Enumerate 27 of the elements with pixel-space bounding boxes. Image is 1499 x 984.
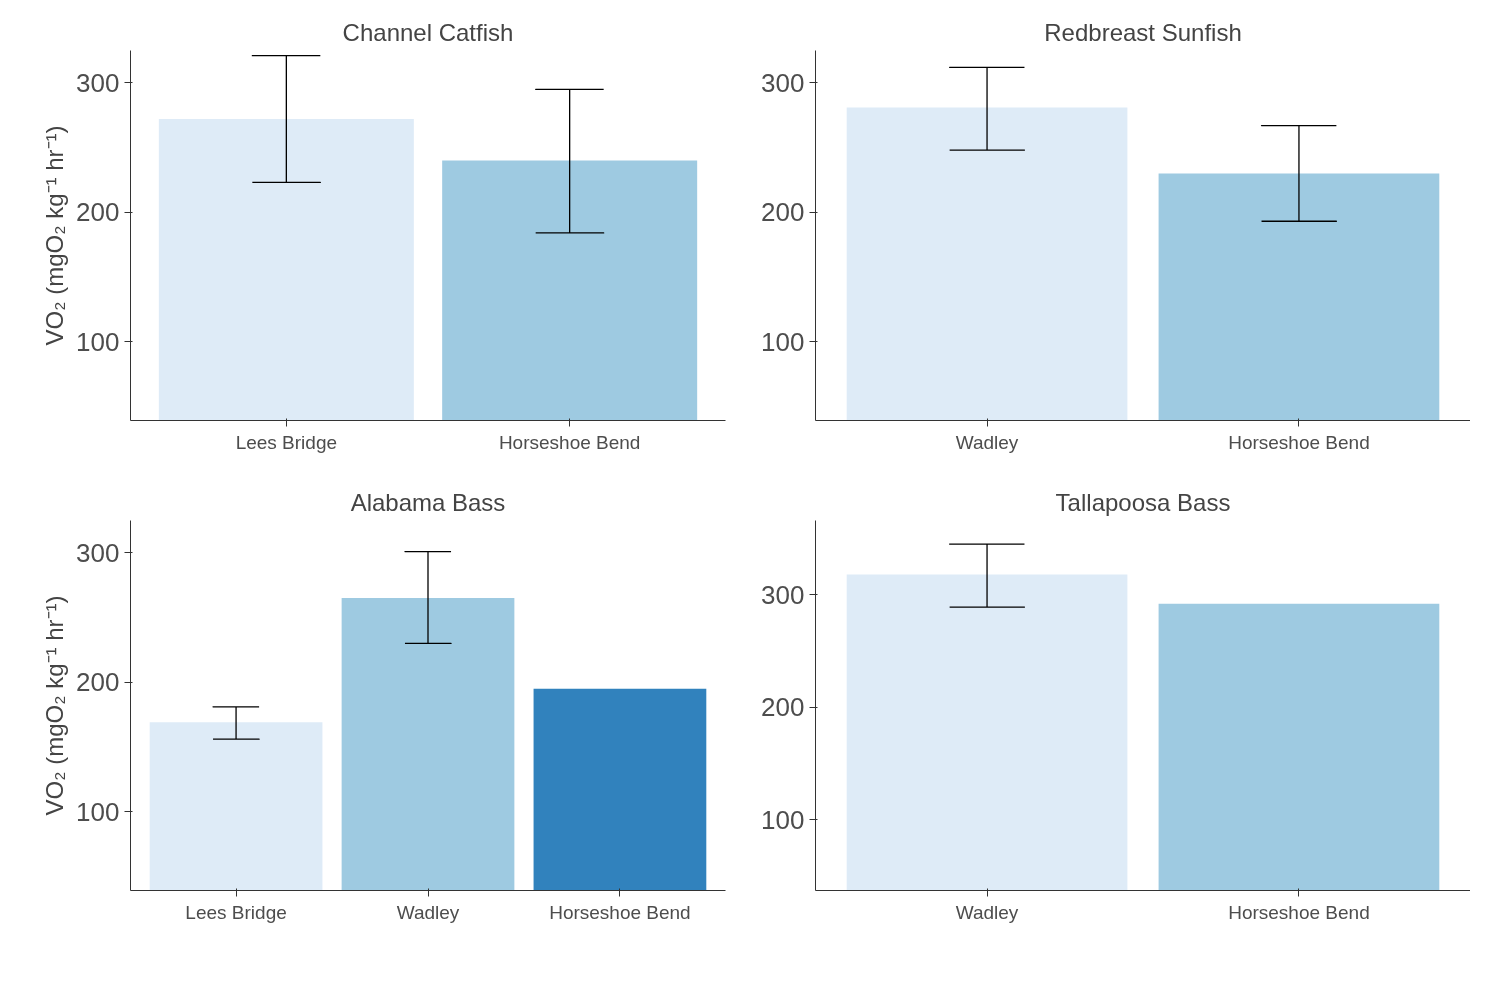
- y-tick-label: 100: [76, 326, 120, 357]
- x-tick-label: Wadley: [955, 901, 1019, 923]
- x-tick-label: Lees Bridge: [235, 431, 338, 453]
- y-tick-label: 100: [761, 326, 805, 357]
- chart-title: Alabama Bass: [350, 488, 506, 516]
- y-tick-label: 300: [761, 67, 805, 98]
- y-tick-label: 100: [76, 796, 120, 827]
- y-axis-title: VO₂ (mgO₂ kg⁻¹ hr⁻¹): [41, 595, 69, 816]
- chart-title: Channel Catfish: [342, 18, 514, 46]
- x-tick-label: Horseshoe Bend: [498, 431, 641, 453]
- y-tick-label: 200: [761, 692, 805, 723]
- y-tick-label: 200: [76, 667, 120, 698]
- x-tick-label: Horseshoe Bend: [549, 901, 691, 923]
- y-tick-label: 300: [76, 67, 120, 98]
- y-tick-label: 300: [761, 579, 805, 610]
- chart-title: Tallapoosa Bass: [1055, 488, 1231, 516]
- y-tick-label: 200: [761, 197, 805, 228]
- y-tick-label: 200: [76, 197, 120, 228]
- x-tick-label: Lees Bridge: [185, 901, 287, 923]
- x-tick-label: Horseshoe Bend: [1228, 901, 1370, 923]
- x-tick-label: Wadley: [396, 901, 460, 923]
- x-tick-label: Wadley: [955, 431, 1019, 453]
- chart-title: Redbreast Sunfish: [1044, 18, 1242, 46]
- y-tick-label: 300: [76, 537, 120, 568]
- y-axis-title: VO₂ (mgO₂ kg⁻¹ hr⁻¹): [41, 125, 69, 346]
- x-tick-label: Horseshoe Bend: [1228, 431, 1370, 453]
- y-tick-label: 100: [761, 804, 805, 835]
